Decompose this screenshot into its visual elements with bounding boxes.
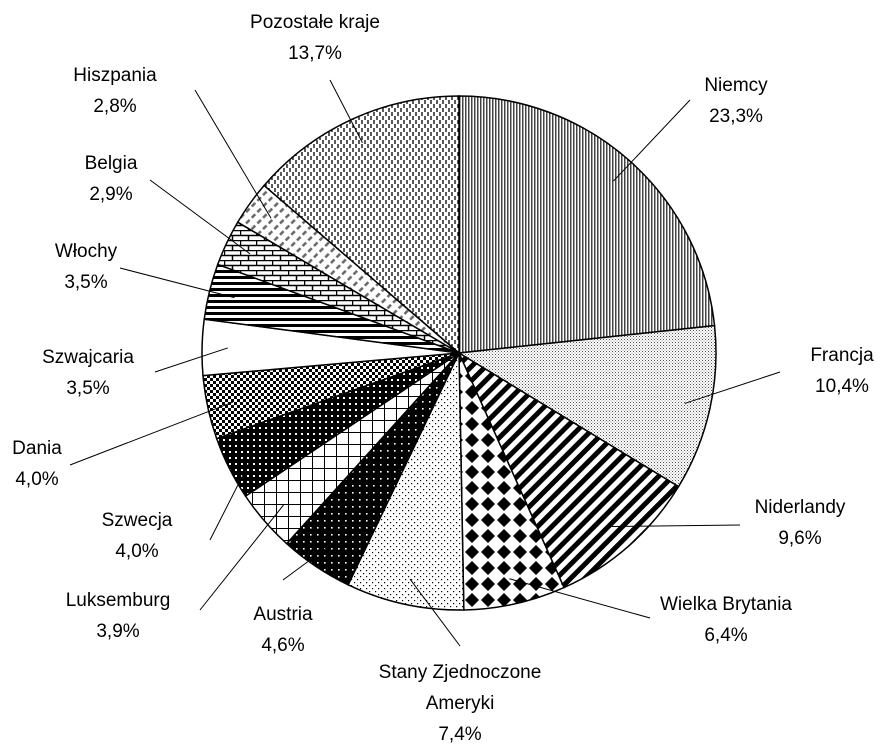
leader-line xyxy=(282,544,331,581)
label-value: 2,9% xyxy=(89,184,133,205)
pie-slice xyxy=(347,352,465,611)
label-name: Szwecja xyxy=(101,510,173,531)
label-value: 6,4% xyxy=(704,625,748,646)
leader-line xyxy=(194,89,272,219)
pie-slice xyxy=(458,95,716,354)
label-name: Niderlandy xyxy=(754,497,846,518)
label-name: Wielka Brytania xyxy=(660,594,792,615)
pie-slice xyxy=(456,324,717,488)
label-name: Dania xyxy=(12,438,62,459)
label-value: 4,0% xyxy=(15,469,59,490)
label-value: 3,9% xyxy=(96,621,140,642)
slice-label: Dania 4,0% xyxy=(12,433,62,495)
label-value: 7,4% xyxy=(438,724,482,745)
leader-line xyxy=(149,179,251,255)
label-name: Belgia xyxy=(84,153,138,174)
label-value: 3,5% xyxy=(64,272,108,293)
leader-line xyxy=(119,267,235,299)
slice-label: Szwajcaria 3,5% xyxy=(42,342,134,404)
slice-label: Włochy 3,5% xyxy=(55,236,117,298)
label-name: Stany Zjednoczone Ameryki xyxy=(378,662,542,714)
label-name: Austria xyxy=(253,604,313,625)
slice-label: Niemcy 23,3% xyxy=(704,70,767,132)
label-value: 23,3% xyxy=(709,106,763,127)
slice-label: Hiszpania 2,8% xyxy=(73,60,156,122)
slice-label: Luksemburg 3,9% xyxy=(66,585,171,647)
label-name: Niemcy xyxy=(704,75,768,96)
slice-label: Francja 10,4% xyxy=(810,340,873,402)
leader-line xyxy=(329,79,363,144)
leaders xyxy=(69,79,781,647)
label-value: 10,4% xyxy=(815,376,869,397)
label-value: 13,7% xyxy=(288,43,342,64)
slice-label: Austria 4,6% xyxy=(253,599,312,661)
leader-line xyxy=(209,456,253,541)
slice-label: Stany Zjednoczone Ameryki 7,4% xyxy=(360,657,560,749)
leader-line xyxy=(409,578,461,647)
slice-label: Belgia 2,9% xyxy=(85,148,138,210)
slices xyxy=(201,95,717,611)
label-value: 4,0% xyxy=(115,541,159,562)
label-name: Francja xyxy=(810,345,874,366)
leader-line xyxy=(199,504,285,611)
pie-slice xyxy=(263,95,460,355)
label-name: Pozostałe kraje xyxy=(250,12,380,33)
leader-line xyxy=(684,371,781,404)
slice-label: Pozostałe kraje 13,7% xyxy=(250,7,380,69)
slice-label: Szwecja 4,0% xyxy=(102,505,173,567)
slice-label: Niderlandy 9,6% xyxy=(755,492,846,554)
leader-line xyxy=(154,347,228,373)
leader-line xyxy=(69,401,234,466)
label-value: 4,6% xyxy=(261,635,305,656)
leader-line xyxy=(613,99,691,182)
label-name: Włochy xyxy=(54,241,118,262)
leader-line xyxy=(611,524,741,528)
label-value: 9,6% xyxy=(778,528,822,549)
label-name: Szwajcaria xyxy=(42,347,134,368)
label-name: Hiszpania xyxy=(73,65,157,86)
label-name: Luksemburg xyxy=(65,590,171,611)
label-value: 2,8% xyxy=(93,96,137,117)
label-value: 3,5% xyxy=(66,378,110,399)
leader-line xyxy=(509,578,651,619)
slice-label: Wielka Brytania 6,4% xyxy=(660,589,792,651)
pie-slice xyxy=(457,351,680,589)
